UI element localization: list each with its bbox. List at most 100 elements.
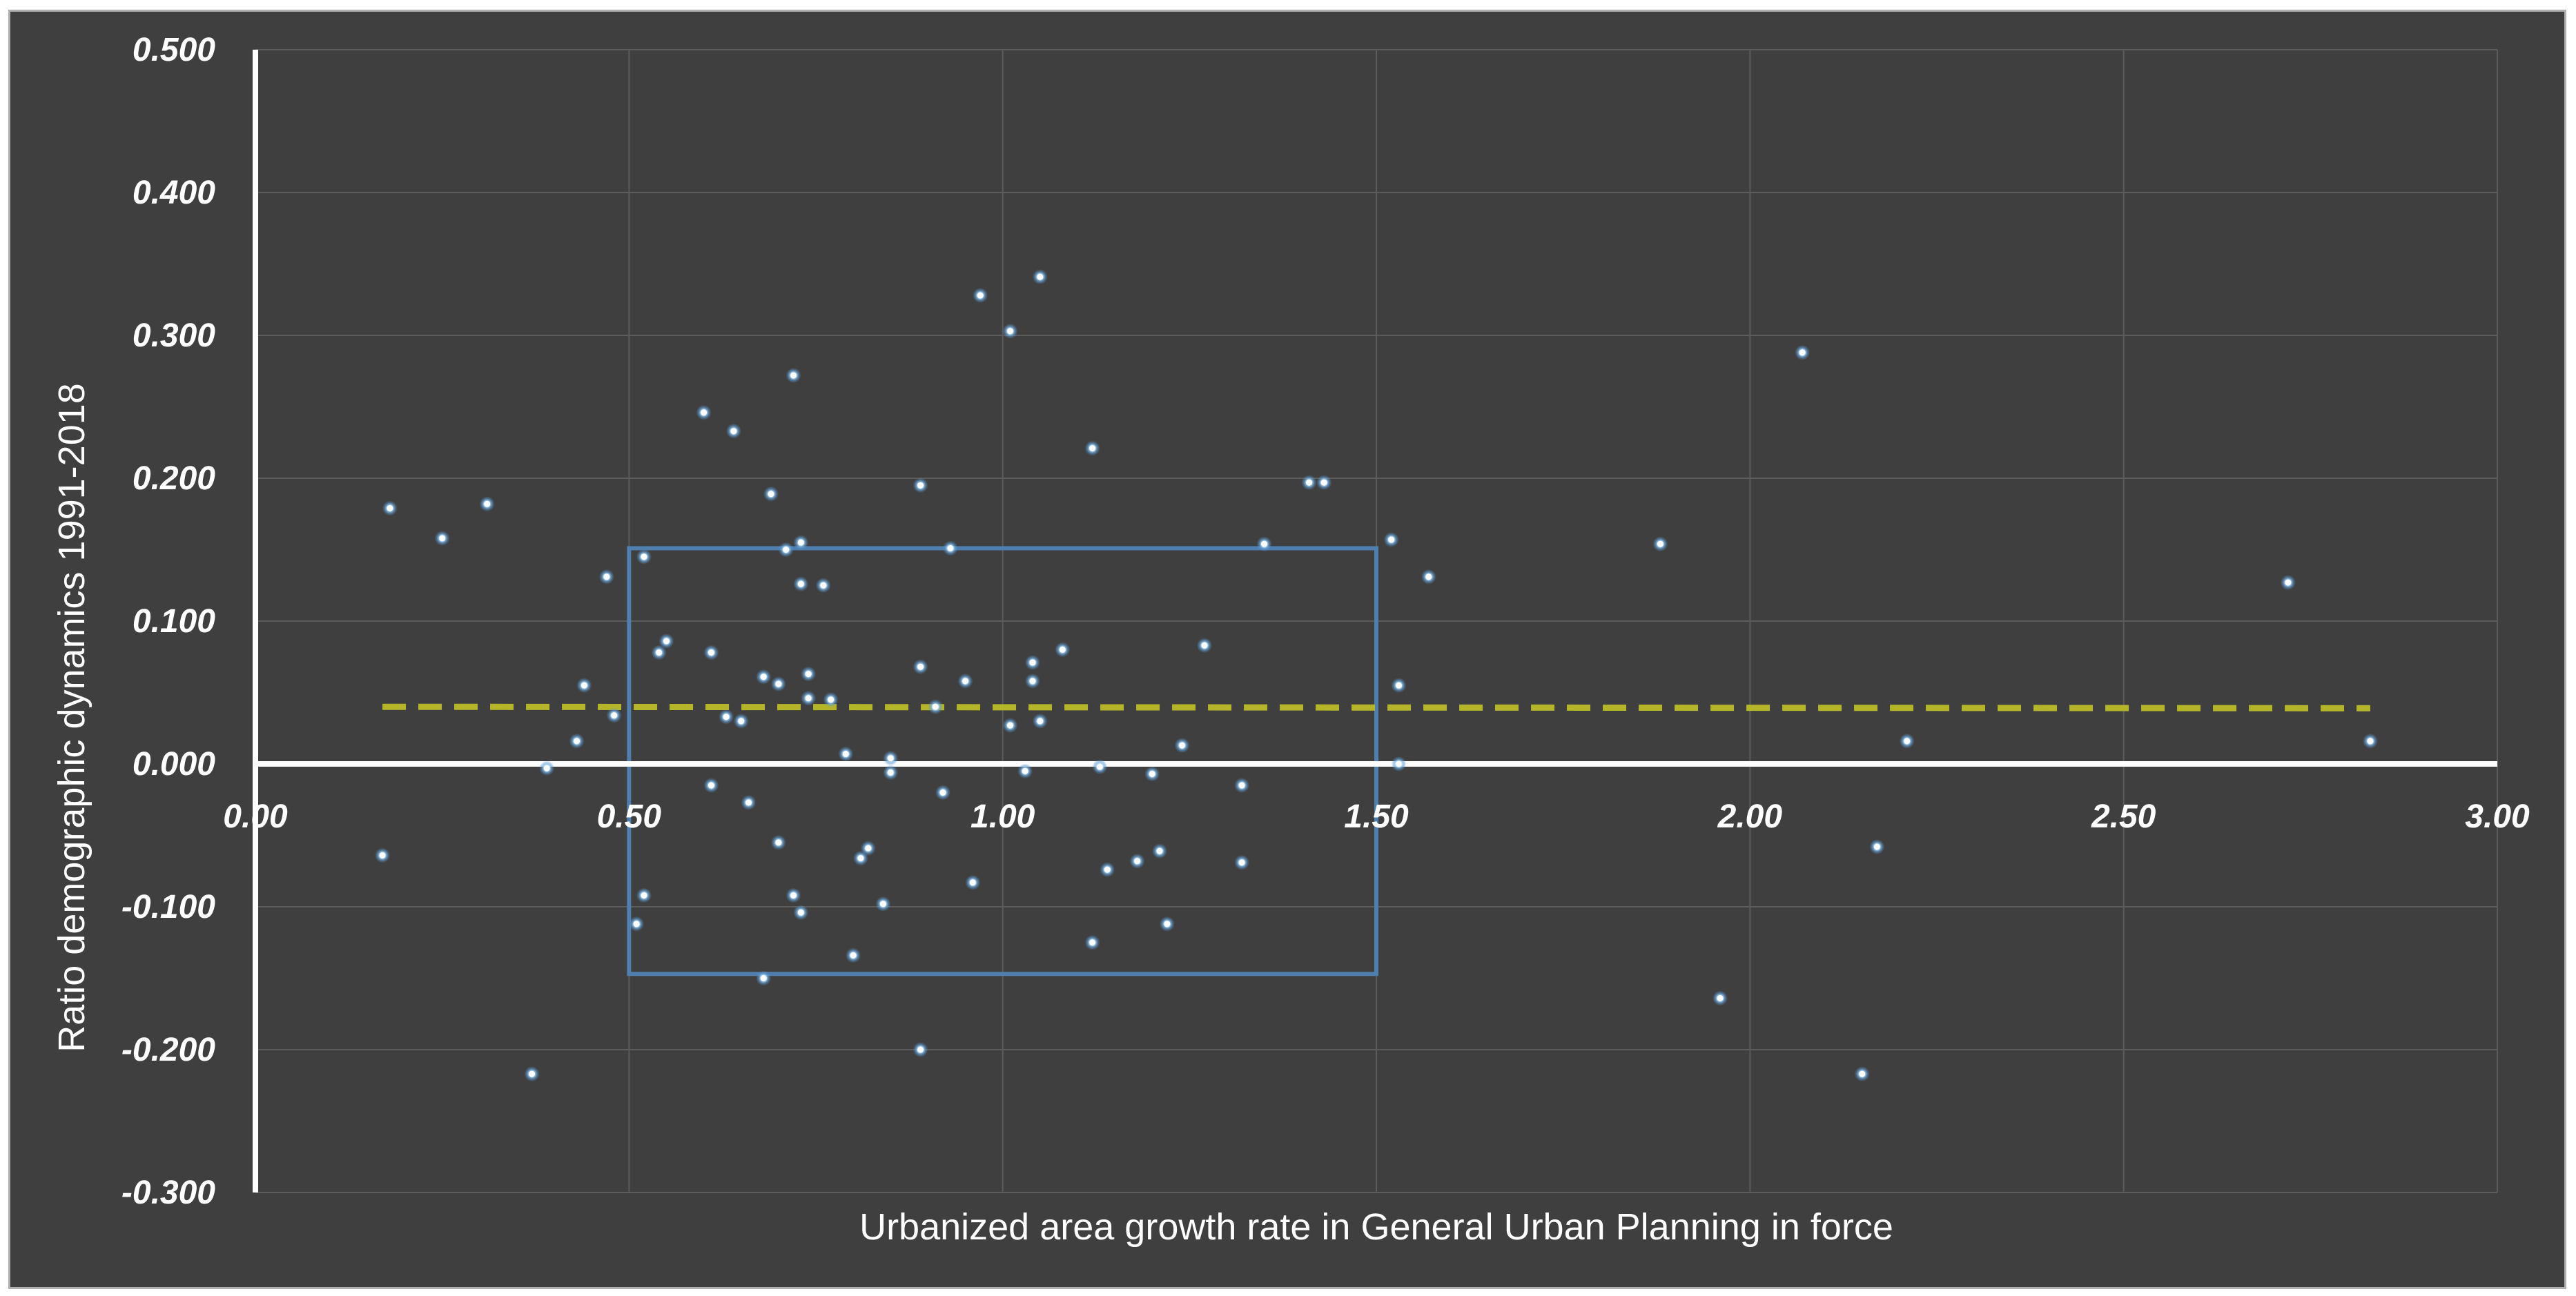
data-point-marker	[708, 649, 714, 656]
data-point	[1017, 763, 1033, 779]
data-point-marker	[1149, 770, 1155, 777]
data-point	[928, 699, 944, 715]
data-point-marker	[820, 582, 827, 589]
data-point	[569, 733, 585, 749]
data-point-marker	[939, 789, 946, 796]
data-point-marker	[1425, 573, 1432, 580]
data-point-marker	[917, 663, 924, 670]
data-point	[815, 578, 831, 593]
y-tick-label: 0.100	[133, 603, 215, 640]
data-point-marker	[850, 952, 857, 959]
x-tick-label: 2.00	[1717, 798, 1783, 835]
data-point-marker	[2367, 738, 2374, 745]
data-point-marker	[439, 535, 446, 542]
trend-line	[382, 703, 2370, 711]
data-point-marker	[484, 500, 491, 507]
data-point-marker	[580, 682, 587, 689]
data-point	[875, 896, 891, 912]
data-point	[935, 785, 951, 801]
data-point	[741, 794, 757, 810]
y-tick-label: -0.100	[121, 889, 215, 925]
data-point	[1174, 738, 1190, 754]
data-point-marker	[663, 638, 670, 645]
data-point	[636, 887, 652, 903]
data-point-marker	[1037, 273, 1044, 280]
data-point	[778, 542, 794, 558]
data-point-marker	[790, 892, 797, 899]
y-tick-label: 0.000	[133, 746, 215, 783]
data-point	[1092, 759, 1108, 775]
data-point	[1713, 990, 1728, 1006]
data-point	[1899, 733, 1915, 749]
data-point	[479, 496, 495, 512]
data-point	[1391, 756, 1407, 772]
data-point	[860, 841, 876, 856]
data-point-marker	[1388, 536, 1395, 543]
data-point	[1084, 934, 1100, 950]
data-point-marker	[656, 649, 663, 656]
data-point-marker	[708, 782, 714, 789]
data-point	[973, 288, 988, 304]
data-point-marker	[1261, 540, 1268, 547]
data-point	[725, 423, 741, 439]
data-point	[756, 669, 772, 685]
data-point	[1383, 532, 1399, 548]
data-point-marker	[1104, 866, 1111, 873]
data-point-marker	[1089, 445, 1096, 452]
data-point	[658, 633, 674, 649]
data-point	[629, 916, 645, 932]
data-point-marker	[1029, 659, 1036, 666]
data-point-marker	[574, 738, 580, 745]
data-point	[763, 486, 779, 502]
data-point	[1024, 673, 1040, 689]
data-point-marker	[1306, 479, 1313, 486]
trend-line-layer	[382, 703, 2370, 711]
data-point	[801, 666, 817, 682]
highlight-box	[627, 546, 1378, 976]
data-point	[793, 535, 809, 551]
data-point-marker	[1089, 939, 1096, 946]
data-point-marker	[745, 799, 752, 806]
data-point-marker	[775, 680, 782, 687]
data-point	[1032, 269, 1048, 285]
data-point-marker	[1395, 760, 1402, 767]
data-point-marker	[1022, 767, 1028, 774]
data-point-marker	[842, 751, 849, 758]
data-point	[1002, 323, 1018, 339]
data-point-marker	[805, 695, 812, 702]
data-point	[1100, 862, 1115, 878]
y-tick-label: 0.200	[133, 460, 215, 497]
data-point	[1652, 536, 1668, 552]
data-point	[913, 659, 928, 675]
data-point	[1869, 839, 1885, 855]
y-tick-label: -0.300	[121, 1175, 215, 1211]
data-point	[719, 709, 734, 725]
data-point-marker	[1238, 859, 1245, 866]
data-point-marker	[887, 755, 894, 762]
data-point	[1055, 642, 1071, 658]
data-point	[434, 530, 450, 546]
data-point-marker	[529, 1070, 536, 1077]
data-point	[2362, 733, 2378, 749]
data-point	[576, 678, 592, 694]
data-point	[942, 540, 958, 556]
data-point	[786, 367, 801, 383]
data-point-marker	[797, 909, 804, 916]
data-point	[1234, 854, 1250, 870]
data-point-marker	[641, 892, 647, 899]
data-point-marker	[1156, 847, 1163, 854]
y-tick-label: 0.500	[133, 32, 215, 68]
data-point-marker	[1395, 682, 1402, 689]
data-point-marker	[969, 879, 976, 886]
data-point-marker	[641, 553, 647, 560]
data-point	[1002, 718, 1018, 734]
data-point-marker	[760, 975, 767, 981]
data-point	[696, 404, 712, 420]
x-tick-label: 0.50	[597, 798, 662, 835]
data-point-marker	[797, 539, 804, 546]
data-point-marker	[543, 765, 550, 772]
data-point-marker	[603, 573, 610, 580]
data-point-marker	[1134, 858, 1141, 865]
data-point-marker	[1859, 1070, 1866, 1077]
data-point	[846, 948, 861, 963]
